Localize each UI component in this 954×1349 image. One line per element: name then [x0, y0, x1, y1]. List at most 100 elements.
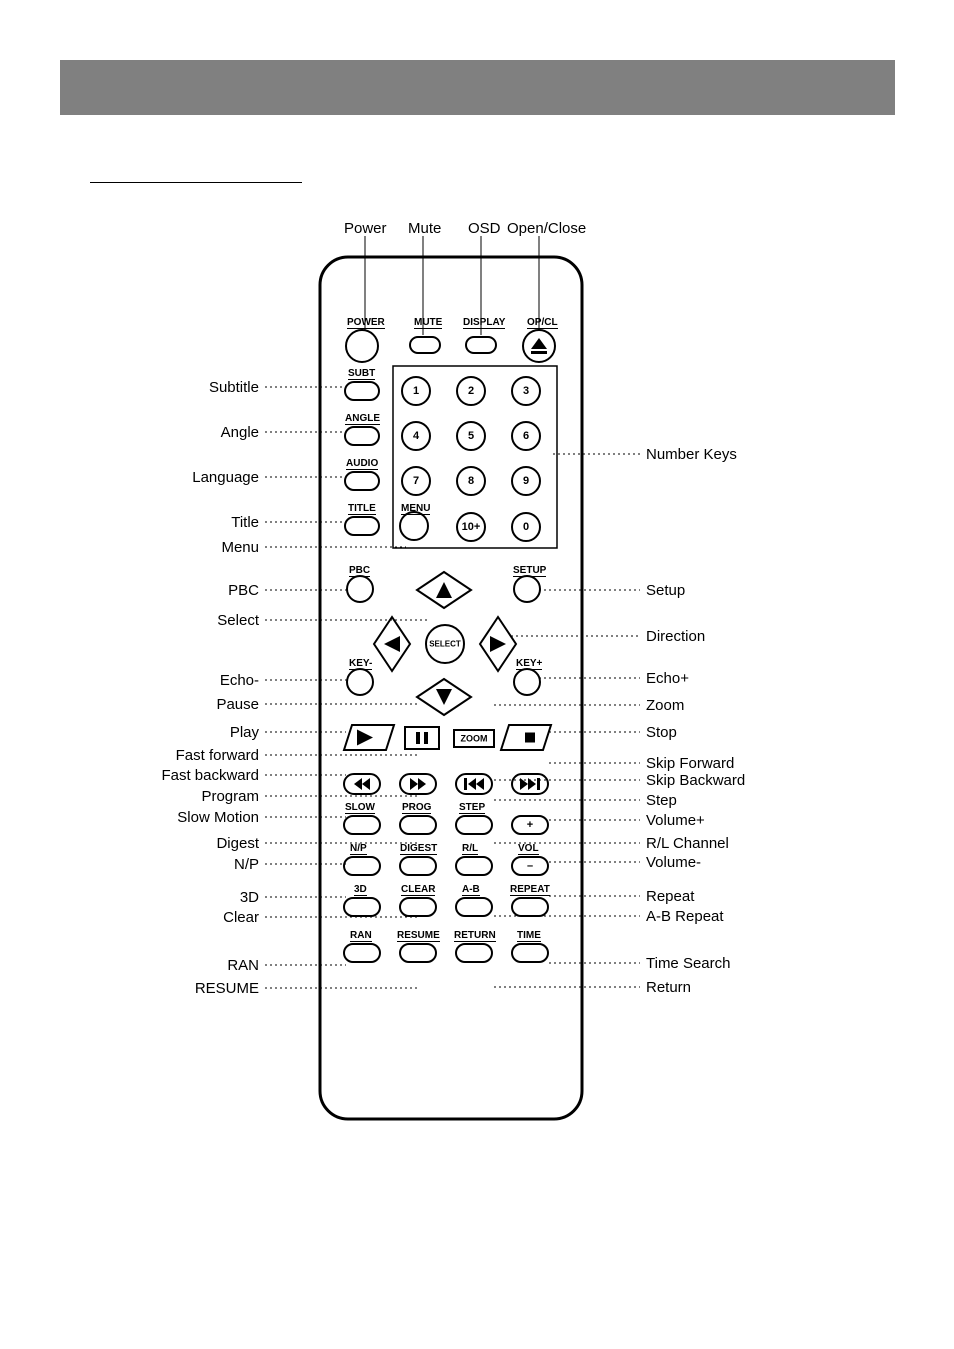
btn-n1: 1 — [402, 377, 430, 405]
svg-text:–: – — [527, 860, 533, 872]
btn-label-title: TITLE — [348, 503, 376, 515]
btn-zoom: ZOOM — [454, 730, 494, 747]
btn-volm: – — [512, 857, 548, 875]
btn-up — [417, 572, 471, 608]
callout-right-13: A-B Repeat — [646, 908, 724, 925]
btn-slow — [344, 816, 380, 834]
callout-right-15: Return — [646, 979, 691, 996]
btn-b3d — [344, 898, 380, 916]
svg-text:8: 8 — [468, 475, 474, 487]
svg-text:2: 2 — [468, 385, 474, 397]
btn-resume — [400, 944, 436, 962]
btn-repeat — [512, 898, 548, 916]
callout-left-3: Title — [231, 514, 259, 531]
callout-right-14: Time Search — [646, 955, 730, 972]
btn-frw — [344, 774, 380, 794]
btn-digest — [400, 857, 436, 875]
btn-n8: 8 — [457, 467, 485, 495]
callout-left-18: RAN — [227, 957, 259, 974]
callout-left-12: Program — [201, 788, 259, 805]
btn-label-audio: AUDIO — [346, 458, 378, 470]
callout-right-2: Direction — [646, 628, 705, 645]
btn-pause — [405, 727, 439, 749]
btn-label-resume: RESUME — [397, 930, 440, 942]
callout-left-5: PBC — [228, 582, 259, 599]
top-label-open-close: Open/Close — [507, 220, 586, 237]
svg-text:SELECT: SELECT — [429, 640, 461, 649]
callout-left-17: Clear — [223, 909, 259, 926]
btn-stop — [501, 725, 551, 750]
svg-text:ZOOM: ZOOM — [461, 734, 488, 744]
btn-label-b3d: 3D — [354, 884, 367, 896]
btn-ran — [344, 944, 380, 962]
btn-label-rl: R/L — [462, 843, 478, 855]
btn-title — [345, 517, 379, 535]
btn-skpf — [512, 774, 548, 794]
callout-right-12: Repeat — [646, 888, 694, 905]
btn-mute — [410, 337, 440, 353]
callout-left-13: Slow Motion — [177, 809, 259, 826]
btn-down — [417, 679, 471, 715]
callout-right-0: Number Keys — [646, 446, 737, 463]
btn-subt — [345, 382, 379, 400]
callout-left-4: Menu — [221, 539, 259, 556]
btn-label-keyp: KEY+ — [516, 658, 542, 670]
callout-right-6: Skip Forward — [646, 755, 734, 772]
btn-label-clear: CLEAR — [401, 884, 435, 896]
btn-keyp — [514, 669, 540, 695]
btn-prog — [400, 816, 436, 834]
top-label-mute: Mute — [408, 220, 441, 237]
btn-label-power: POWER — [347, 317, 385, 329]
btn-display — [466, 337, 496, 353]
svg-text:7: 7 — [413, 475, 419, 487]
callout-right-8: Step — [646, 792, 677, 809]
btn-n7: 7 — [402, 467, 430, 495]
btn-rl — [456, 857, 492, 875]
btn-clear — [400, 898, 436, 916]
svg-text:5: 5 — [468, 430, 474, 442]
btn-label-subt: SUBT — [348, 368, 375, 380]
btn-n2: 2 — [457, 377, 485, 405]
btn-power — [346, 330, 378, 362]
btn-play — [344, 725, 394, 750]
btn-label-menu: MENU — [401, 503, 430, 515]
btn-n0: 0 — [512, 513, 540, 541]
callout-right-7: Skip Backward — [646, 772, 745, 789]
btn-n10: 10+ — [457, 513, 485, 541]
btn-angle — [345, 427, 379, 445]
callout-left-9: Play — [230, 724, 259, 741]
btn-np — [344, 857, 380, 875]
btn-label-opcl: OP/CL — [527, 317, 558, 329]
svg-text:10+: 10+ — [462, 521, 481, 533]
remote-diagram: 12345678910+0SELECTZOOM+– — [0, 0, 954, 1349]
svg-text:9: 9 — [523, 475, 529, 487]
btn-n3: 3 — [512, 377, 540, 405]
callout-right-10: R/L Channel — [646, 835, 729, 852]
btn-label-display: DISPLAY — [463, 317, 505, 329]
btn-label-return: RETURN — [454, 930, 496, 942]
btn-audio — [345, 472, 379, 490]
btn-n6: 6 — [512, 422, 540, 450]
btn-label-step: STEP — [459, 802, 485, 814]
callout-right-1: Setup — [646, 582, 685, 599]
top-label-osd: OSD — [468, 220, 501, 237]
btn-n9: 9 — [512, 467, 540, 495]
svg-text:3: 3 — [523, 385, 529, 397]
btn-label-slow: SLOW — [345, 802, 375, 814]
btn-right — [480, 617, 516, 671]
callout-left-6: Select — [217, 612, 259, 629]
btn-ab — [456, 898, 492, 916]
btn-left — [374, 617, 410, 671]
btn-label-repeat: REPEAT — [510, 884, 550, 896]
btn-pbc — [347, 576, 373, 602]
callout-left-0: Subtitle — [209, 379, 259, 396]
btn-ffw — [400, 774, 436, 794]
svg-text:+: + — [527, 819, 533, 831]
callout-left-15: N/P — [234, 856, 259, 873]
top-label-power: Power — [344, 220, 387, 237]
btn-label-digest: DIGEST — [400, 843, 437, 855]
callout-right-5: Stop — [646, 724, 677, 741]
btn-label-mute: MUTE — [414, 317, 442, 329]
btn-skpb — [456, 774, 492, 794]
btn-setup — [514, 576, 540, 602]
